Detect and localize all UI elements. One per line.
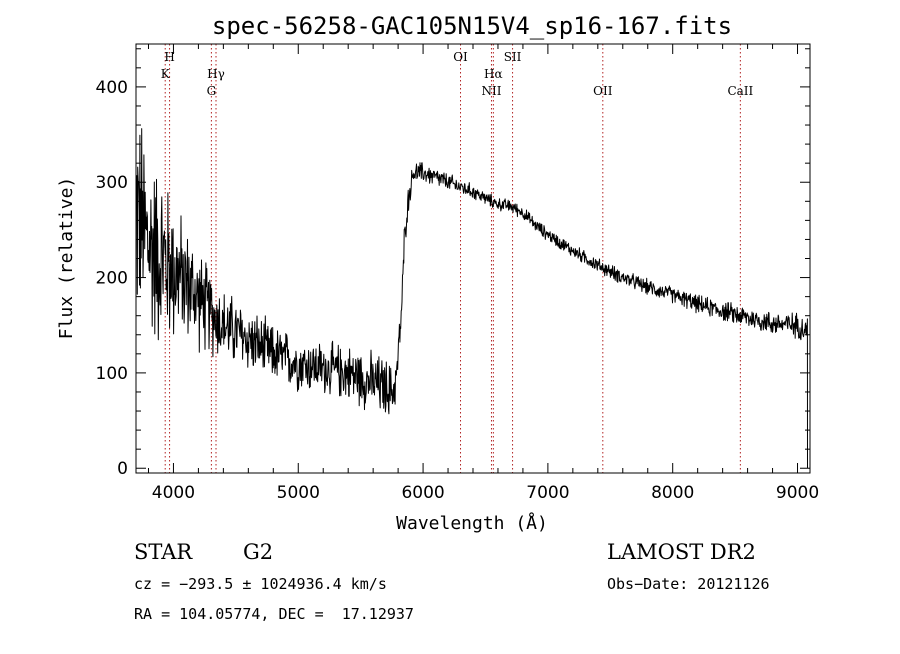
object-subclass: G2 [243,540,273,564]
y-tick-label: 100 [96,364,128,384]
y-tick-label: 200 [96,269,128,289]
spectral-line-label: OII [593,84,613,98]
coordinates-text: RA = 104.05774, DEC = 17.12937 [134,605,414,623]
spectral-line-label: Hγ [207,67,225,81]
spectrum-line [135,128,808,469]
redshift-text: cz = −293.5 ± 1024936.4 km/s [134,575,387,593]
axis-ticks: 4000 5000 6000 7000 8000 9000 0 100 200 300 400 [96,44,819,503]
spectral-line-label: SII [504,50,522,64]
x-tick-label: 4000 [152,483,195,503]
spectral-line-label: NII [481,84,501,98]
x-axis-label: Wavelength (Å) [396,512,548,534]
spectral-line-label: Hα [484,67,503,81]
spectrum-trace-group [135,128,808,469]
x-tick-label: 9000 [776,483,819,503]
spectral-line-label: H [164,50,174,64]
spectral-line-label: K [161,67,171,81]
y-tick-label: 0 [117,459,128,479]
survey-name: LAMOST DR2 [607,540,756,564]
spectral-line-label: CaII [727,84,753,98]
x-tick-label: 5000 [277,483,320,503]
x-tick-label: 8000 [651,483,694,503]
spectral-line-label: OI [453,50,468,64]
object-class: STAR [134,540,193,564]
obs-date-text: Obs−Date: 20121126 [607,575,770,593]
plot-frame [135,43,811,474]
y-tick-label: 300 [96,173,128,193]
x-tick-label: 6000 [401,483,444,503]
y-tick-label: 400 [96,78,128,98]
x-tick-label: 7000 [526,483,569,503]
spectral-line-label: G [207,84,217,98]
chart-title: spec-56258-GAC105N15V4_sp16-167.fits [212,12,732,40]
y-axis-label: Flux (relative) [56,177,77,340]
